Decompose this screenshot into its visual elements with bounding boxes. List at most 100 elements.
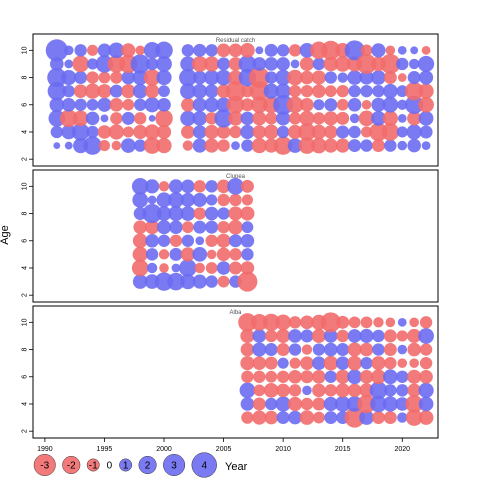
residual-bubble (251, 314, 268, 331)
legend: -3 -2 -1 0 1 2 3 4 (33, 452, 217, 478)
residual-bubble (132, 83, 148, 99)
residual-bubble (276, 125, 290, 139)
y-tick-label: 6 (22, 375, 29, 379)
residual-bubble (252, 397, 266, 411)
residual-bubble (182, 140, 194, 151)
residual-bubble (205, 220, 219, 234)
residual-bubble (205, 275, 218, 288)
residual-bubble (264, 343, 278, 357)
residual-bubble (336, 98, 349, 111)
residual-bubble (142, 203, 162, 224)
y-tick-label: 10 (22, 318, 29, 326)
residual-bubble (383, 83, 398, 99)
residual-bubble (275, 396, 291, 412)
residual-bubble (380, 53, 401, 74)
residual-bubble (64, 141, 73, 150)
residual-bubble (396, 126, 408, 138)
residual-bubble (251, 137, 267, 154)
residual-bubble (204, 69, 220, 86)
residual-bubble (276, 383, 290, 398)
residual-bubble (217, 207, 230, 220)
residual-bubble (145, 220, 160, 235)
residual-bubble (158, 85, 170, 98)
residual-bubble (300, 97, 314, 112)
residual-bubble (359, 328, 374, 344)
residual-bubble (311, 124, 327, 140)
y-tick-label: 8 (22, 347, 29, 351)
residual-bubble (299, 42, 315, 58)
residual-bubble (344, 407, 365, 428)
residual-bubble (356, 53, 377, 74)
residual-bubble (300, 397, 314, 411)
residual-bubble (347, 355, 362, 371)
residual-bubble (359, 383, 374, 398)
panel-clupea: Clupea 2 4 6 8 10 (22, 169, 439, 303)
residual-bubble (131, 178, 149, 195)
residual-bubble (335, 383, 350, 398)
residual-bubble (299, 410, 315, 425)
residual-bubble (110, 71, 123, 84)
residual-bubble (155, 41, 173, 60)
y-tick-label: 10 (22, 182, 29, 190)
residual-bubble (311, 137, 327, 154)
residual-bubble (287, 138, 303, 153)
residual-bubble (216, 125, 231, 139)
residual-bubble (276, 57, 290, 71)
residual-bubble (335, 369, 350, 384)
residual-bubble (148, 114, 156, 122)
y-tick-label: 10 (22, 46, 29, 54)
x-tick-label: 2015 (335, 446, 351, 453)
legend-label: 0 (107, 461, 113, 472)
residual-bubble (241, 411, 254, 424)
residual-bubble (312, 112, 326, 125)
residual-bubble (132, 192, 149, 208)
residual-bubble (121, 70, 136, 85)
residual-bubble (83, 136, 102, 155)
residual-bubble (191, 56, 208, 72)
residual-bubble (192, 192, 207, 208)
residual-bubble (335, 138, 350, 153)
panel-frame (32, 305, 439, 439)
residual-bubble (85, 111, 100, 126)
residual-bubble (72, 55, 89, 73)
residual-bubble (145, 57, 159, 71)
residual-bubble (228, 70, 243, 85)
residual-bubble (371, 111, 386, 126)
residual-bubble (71, 123, 90, 141)
residual-bubble (397, 45, 407, 55)
residual-bubble (109, 84, 123, 98)
residual-bubble (240, 179, 254, 193)
residual-bubble (158, 249, 170, 260)
residual-bubble (300, 70, 314, 85)
residual-bubble (383, 329, 397, 343)
y-tick-label: 2 (22, 429, 29, 433)
residual-bubble (419, 316, 433, 329)
residual-bubble (47, 81, 67, 101)
residual-bubble (147, 195, 157, 205)
residual-bubble (157, 97, 171, 112)
residual-bubble (347, 97, 362, 112)
residual-bubble (241, 221, 254, 234)
residual-bubble (240, 233, 255, 248)
residual-bubble (418, 111, 434, 126)
residual-bubble (336, 84, 349, 98)
panel-title: Alba (229, 310, 242, 316)
residual-bubble (240, 397, 255, 411)
residual-bubble (204, 206, 219, 221)
residual-bubble (241, 139, 254, 152)
residual-bubble (108, 42, 125, 59)
residual-bubble (240, 342, 255, 357)
residual-bubble (121, 84, 136, 99)
residual-bubble (407, 369, 422, 384)
residual-bubble (324, 125, 338, 139)
residual-bubble (156, 206, 172, 221)
residual-bubble (265, 112, 278, 125)
residual-bubble (419, 356, 433, 370)
residual-bubble (323, 111, 338, 126)
residual-bubble (407, 383, 421, 398)
residual-bubble (132, 233, 148, 249)
residual-bubble (86, 71, 99, 84)
residual-bubble (371, 356, 386, 371)
residual-bubble (240, 206, 255, 221)
residual-bubble (156, 137, 172, 154)
